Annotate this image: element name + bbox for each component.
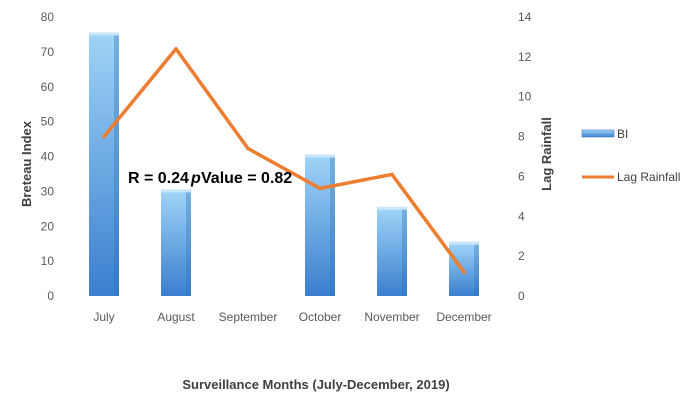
bar-cap — [377, 206, 407, 210]
y2-tick-label: 12 — [518, 50, 532, 64]
x-axis-ticks: July August September October November Decemb… — [93, 310, 491, 324]
bar — [89, 32, 119, 296]
y2-tick-label: 2 — [518, 249, 525, 263]
x-tick-label: October — [299, 310, 342, 324]
bar — [377, 206, 407, 296]
annotation-r: R = 0.24 — [128, 170, 189, 187]
line-point — [390, 172, 394, 177]
bar-shade — [474, 243, 479, 296]
y-tick-label: 60 — [41, 80, 55, 94]
y-tick-label: 40 — [41, 150, 55, 164]
left-axis-ticks: 0 10 20 30 40 50 60 70 80 — [41, 10, 55, 303]
x-tick-label: December — [436, 310, 491, 324]
line-point — [246, 146, 250, 151]
bar-cap — [89, 32, 119, 36]
legend-bar-label: BI — [617, 127, 628, 141]
y-tick-label: 70 — [41, 45, 55, 59]
line-point — [462, 270, 466, 274]
annotation-p: p — [190, 170, 201, 187]
bar-shade — [114, 34, 119, 296]
bar-body — [377, 208, 407, 296]
line-series-group — [102, 47, 466, 274]
bar-shade — [402, 208, 407, 296]
bar — [449, 241, 479, 296]
y-tick-label: 80 — [41, 10, 55, 24]
bar — [161, 189, 191, 296]
y-tick-label: 0 — [47, 289, 54, 303]
right-axis-ticks: 0 2 4 6 8 10 12 14 — [518, 10, 532, 303]
bar-cap — [305, 154, 335, 158]
y2-tick-label: 10 — [518, 90, 532, 104]
y2-tick-label: 14 — [518, 10, 532, 24]
line-point — [102, 134, 106, 139]
bar-shade — [330, 156, 335, 296]
bars-group — [89, 32, 479, 296]
y-tick-label: 50 — [41, 115, 55, 129]
y2-axis-title: Lag Rainfall — [539, 117, 554, 191]
legend: BI Lag Rainfall — [581, 127, 680, 184]
bar-shade — [186, 191, 191, 296]
legend-bar-swatch — [581, 129, 615, 138]
x-tick-label: August — [157, 310, 195, 324]
x-axis-title: Surveillance Months (July-December, 2019… — [182, 377, 449, 392]
x-tick-label: November — [364, 310, 419, 324]
annotation-p-value: Value = 0.82 — [201, 170, 292, 187]
x-tick-label: September — [219, 310, 278, 324]
line-point — [318, 186, 322, 191]
y2-tick-label: 8 — [518, 130, 525, 144]
bar-body — [89, 34, 119, 296]
y-tick-label: 10 — [41, 254, 55, 268]
bar-body — [161, 191, 191, 296]
y2-tick-label: 6 — [518, 169, 525, 183]
y2-tick-label: 4 — [518, 209, 525, 223]
y-axis-title: Breteau Index — [19, 120, 34, 207]
line-series-lag-rainfall — [102, 47, 466, 274]
legend-line-label: Lag Rainfall — [617, 170, 680, 184]
line-point — [174, 47, 178, 51]
bar — [305, 154, 335, 296]
y2-tick-label: 0 — [518, 289, 525, 303]
bar-body — [305, 156, 335, 296]
y-tick-label: 30 — [41, 184, 55, 198]
y-tick-label: 20 — [41, 219, 55, 233]
bar-cap — [449, 241, 479, 245]
bar-cap — [161, 189, 191, 193]
x-tick-label: July — [93, 310, 114, 324]
